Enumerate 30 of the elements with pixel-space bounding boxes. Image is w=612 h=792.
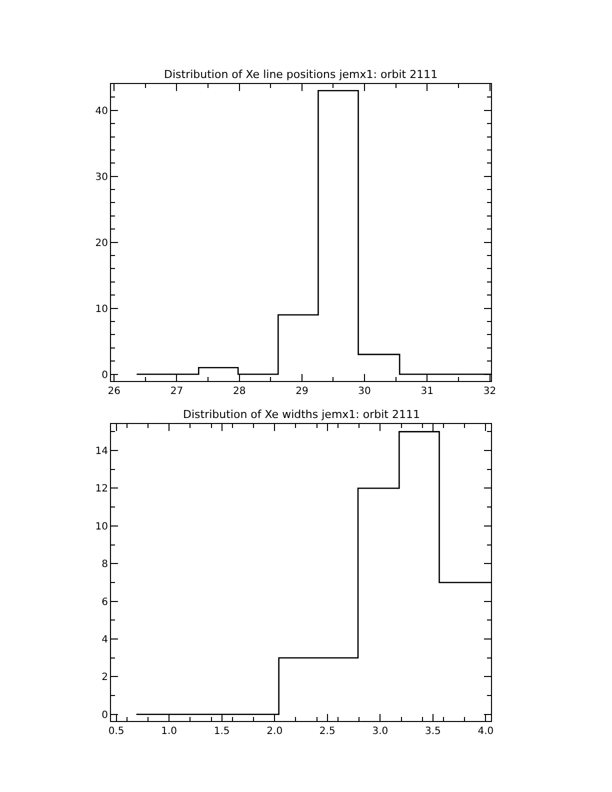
y-tick-label: 14 xyxy=(95,446,108,458)
x-tick-label: 1.5 xyxy=(214,726,230,737)
y-tick-label: 30 xyxy=(95,172,108,183)
y-tick-label: 40 xyxy=(95,106,108,117)
x-tick-label: 28 xyxy=(232,386,246,397)
y-tick-label: 0 xyxy=(102,370,108,381)
x-tick-label: 29 xyxy=(296,386,308,397)
x-tick-label: 32 xyxy=(483,386,496,397)
y-tick-label: 10 xyxy=(95,304,108,315)
y-tick-label: 8 xyxy=(102,559,108,570)
x-tick-label: 1.0 xyxy=(161,726,178,737)
x-tick-label: 31 xyxy=(420,386,434,397)
x-tick-label: 26 xyxy=(108,386,120,397)
y-tick-label: 2 xyxy=(102,672,108,684)
x-tick-label: 2.0 xyxy=(266,726,283,737)
y-tick-label: 0 xyxy=(102,710,108,721)
x-tick-label: 3.5 xyxy=(424,726,441,737)
x-tick-label: 4.0 xyxy=(478,726,494,737)
x-tick-label: 2.5 xyxy=(319,726,336,737)
y-tick-label: 6 xyxy=(102,596,108,608)
x-tick-label: 30 xyxy=(358,386,371,397)
y-tick-label: 12 xyxy=(95,484,108,495)
chart-title: Distribution of Xe widths jemx1: orbit 2111 xyxy=(183,408,420,421)
x-tick-label: 0.5 xyxy=(108,726,124,737)
y-tick-label: 4 xyxy=(102,634,108,646)
y-tick-label: 10 xyxy=(95,521,108,532)
x-tick-label: 27 xyxy=(170,386,184,397)
y-tick-label: 20 xyxy=(95,238,108,249)
x-tick-label: 3.0 xyxy=(372,726,388,737)
chart-title: Distribution of Xe line positions jemx1: orbit 2111 xyxy=(164,68,438,81)
